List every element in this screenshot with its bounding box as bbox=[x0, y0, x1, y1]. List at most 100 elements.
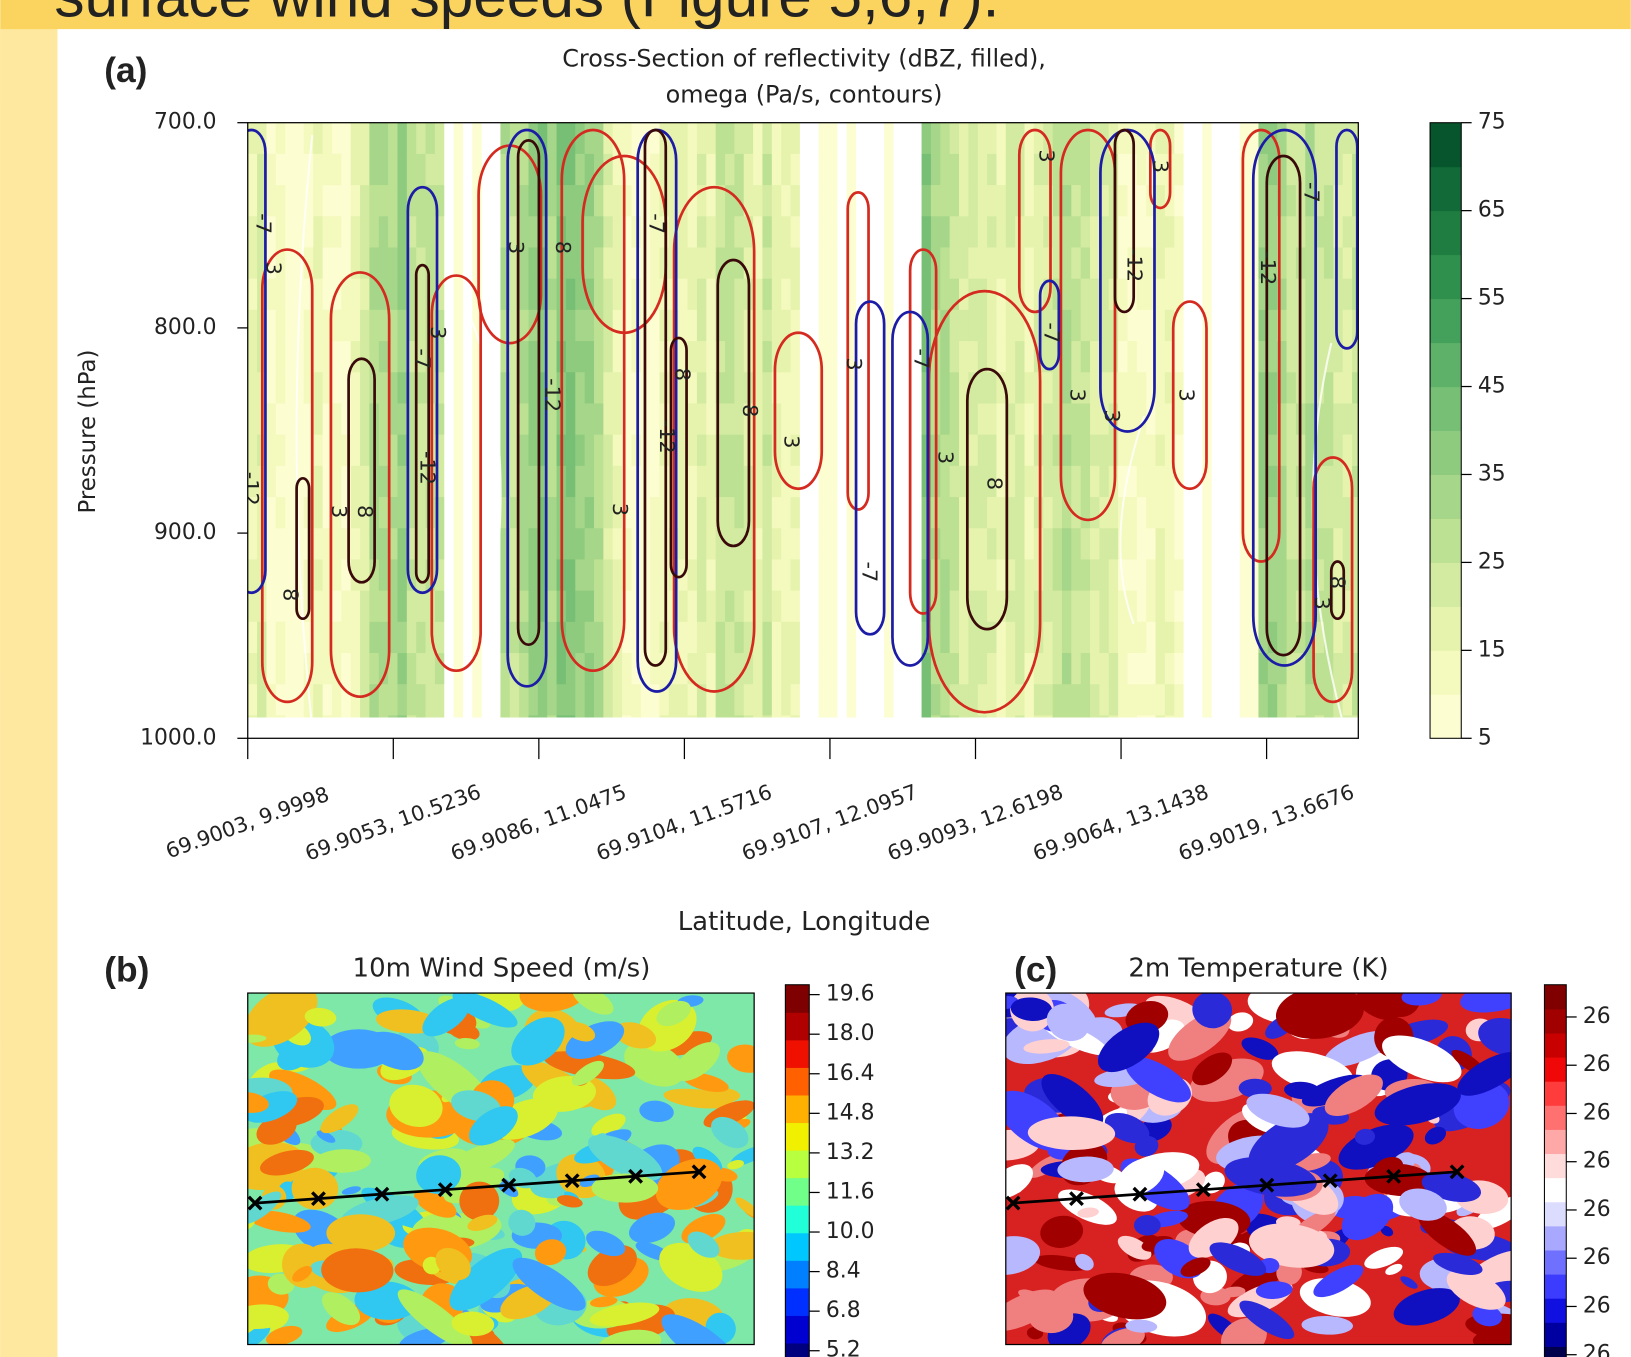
colorbar-band bbox=[1544, 1154, 1566, 1179]
field-cell bbox=[1081, 559, 1091, 591]
field-cell bbox=[837, 403, 847, 435]
field-cell bbox=[996, 154, 1006, 186]
field-cell bbox=[856, 403, 866, 435]
field-cell bbox=[950, 247, 960, 279]
field-cell bbox=[1184, 653, 1194, 685]
field-cell bbox=[781, 591, 791, 623]
field-cell bbox=[313, 466, 323, 498]
field-cell bbox=[772, 497, 782, 529]
field-cell bbox=[837, 435, 847, 467]
field-cell bbox=[922, 216, 932, 248]
field-cell bbox=[1240, 653, 1250, 685]
field-cell bbox=[323, 123, 333, 155]
field-cell bbox=[828, 310, 838, 342]
field-cell bbox=[416, 279, 426, 311]
field-cell bbox=[566, 591, 576, 623]
field-cell bbox=[1025, 466, 1035, 498]
field-cell bbox=[622, 653, 632, 685]
field-cell bbox=[1137, 684, 1147, 716]
field-cell bbox=[1025, 622, 1035, 654]
field-cell bbox=[360, 528, 370, 560]
field-cell bbox=[1268, 185, 1278, 217]
field-cell bbox=[379, 622, 389, 654]
field-cell bbox=[1156, 497, 1166, 529]
field-cell bbox=[931, 216, 941, 248]
field-cell bbox=[351, 591, 361, 623]
field-cell bbox=[1137, 653, 1147, 685]
field-cell bbox=[912, 684, 922, 716]
field-cell bbox=[594, 528, 604, 560]
field-cell bbox=[772, 372, 782, 404]
contour-label: 3 bbox=[1310, 596, 1334, 609]
field-cell bbox=[397, 715, 407, 717]
field-cell bbox=[257, 715, 267, 717]
field-cell bbox=[379, 684, 389, 716]
contour-label: -12 bbox=[655, 420, 679, 454]
field-cell bbox=[912, 123, 922, 155]
field-cell bbox=[1127, 715, 1137, 717]
field-cell bbox=[557, 715, 567, 717]
field-cell bbox=[529, 435, 539, 467]
field-cell bbox=[1202, 622, 1212, 654]
field-cell bbox=[631, 715, 641, 717]
field-cell bbox=[800, 279, 810, 311]
field-cell bbox=[1062, 279, 1072, 311]
field-cell bbox=[566, 310, 576, 342]
field-cell bbox=[1099, 715, 1109, 717]
field-cell bbox=[697, 497, 707, 529]
field-cell bbox=[1287, 715, 1297, 717]
field-cell bbox=[1240, 559, 1250, 591]
field-cell bbox=[351, 435, 361, 467]
field-cell bbox=[978, 185, 988, 217]
field-cell bbox=[968, 497, 978, 529]
field-cell bbox=[1025, 185, 1035, 217]
contour-label: 8 bbox=[353, 505, 377, 518]
field-cell bbox=[1315, 123, 1325, 155]
field-cell bbox=[912, 622, 922, 654]
contour-label: 8 bbox=[982, 477, 1006, 490]
field-cell bbox=[837, 310, 847, 342]
field-cell bbox=[800, 372, 810, 404]
field-cell bbox=[1212, 216, 1222, 248]
field-cell bbox=[1071, 216, 1081, 248]
field-cell bbox=[1221, 403, 1231, 435]
field-cell bbox=[603, 466, 613, 498]
field-cell bbox=[1165, 279, 1175, 311]
field-cell bbox=[650, 372, 660, 404]
field-cell bbox=[1137, 528, 1147, 560]
field-cell bbox=[519, 154, 529, 186]
field-cell bbox=[688, 715, 698, 717]
field-cell bbox=[379, 310, 389, 342]
field-cell bbox=[285, 435, 295, 467]
field-cell bbox=[762, 279, 772, 311]
field-cell bbox=[791, 715, 801, 717]
field-cell bbox=[1071, 559, 1081, 591]
field-cell bbox=[1268, 559, 1278, 591]
field-cell bbox=[828, 653, 838, 685]
contour-label: -7 bbox=[251, 213, 275, 234]
field-cell bbox=[912, 528, 922, 560]
colorbar-tick-label: 26 bbox=[1583, 1149, 1611, 1174]
field-cell bbox=[1127, 622, 1137, 654]
field-cell bbox=[1071, 591, 1081, 623]
field-cell bbox=[922, 154, 932, 186]
field-cell bbox=[295, 341, 305, 373]
field-cell bbox=[875, 123, 885, 155]
field-cell bbox=[650, 715, 660, 717]
field-cell bbox=[950, 653, 960, 685]
field-cell bbox=[613, 279, 623, 311]
field-cell bbox=[519, 653, 529, 685]
field-cell bbox=[893, 216, 903, 248]
field-cell bbox=[1343, 123, 1353, 155]
field-cell bbox=[1118, 715, 1128, 717]
field-cell bbox=[1221, 123, 1231, 155]
field-cell bbox=[426, 653, 436, 685]
field-cell bbox=[1156, 372, 1166, 404]
field-cell bbox=[772, 653, 782, 685]
field-cell bbox=[482, 528, 492, 560]
field-cell bbox=[1268, 684, 1278, 716]
field-cell bbox=[1230, 372, 1240, 404]
field-cell bbox=[585, 247, 595, 279]
field-cell bbox=[912, 372, 922, 404]
field-cell bbox=[1127, 559, 1137, 591]
